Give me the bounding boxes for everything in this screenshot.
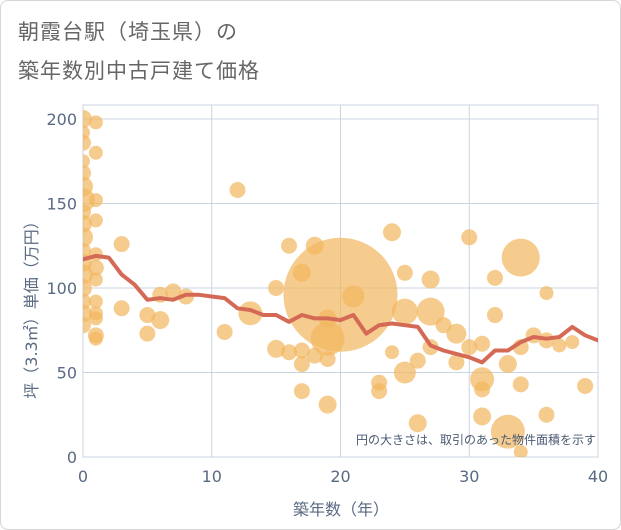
data-bubble — [83, 293, 91, 310]
data-bubble — [409, 352, 426, 369]
data-bubble — [487, 307, 503, 324]
chart-title-line-2: 築年数別中古戸建て価格 — [18, 59, 260, 83]
data-bubble — [421, 270, 440, 289]
bubble-layer — [83, 110, 594, 457]
data-bubble — [473, 407, 492, 426]
y-tick-label-150: 150 — [46, 195, 77, 214]
axes-layer: 0 10 20 30 40 0 50 100 150 200 — [46, 110, 608, 486]
data-bubble — [416, 297, 445, 326]
data-bubble — [474, 335, 491, 352]
x-axis-label: 築年数（年） — [293, 500, 389, 519]
data-bubble — [393, 361, 416, 384]
data-bubble — [83, 176, 93, 197]
data-bubble — [435, 317, 452, 334]
data-bubble — [87, 259, 104, 276]
data-bubble — [88, 311, 103, 326]
data-bubble — [371, 383, 388, 400]
data-bubble — [383, 223, 401, 242]
data-bubble — [487, 269, 503, 286]
data-bubble — [319, 350, 336, 367]
data-bubble — [293, 356, 310, 373]
data-bubble — [83, 317, 91, 334]
data-bubble — [151, 311, 170, 330]
data-bubble — [513, 444, 528, 457]
data-bubble — [88, 193, 103, 208]
data-bubble — [306, 347, 323, 364]
data-bubble — [267, 339, 286, 358]
y-tick-label-0: 0 — [67, 448, 77, 467]
y-tick-label-50: 50 — [57, 364, 77, 383]
data-bubble — [88, 272, 103, 287]
data-bubble — [474, 381, 491, 398]
bubble-size-note: 円の大きさは、取引のあった物件面積を示す — [356, 432, 596, 447]
data-bubble — [88, 213, 103, 228]
x-tick-label-40: 40 — [588, 467, 608, 486]
data-bubble — [139, 307, 156, 324]
data-bubble — [83, 165, 91, 182]
x-tick-label-0: 0 — [78, 467, 88, 486]
data-bubble — [165, 283, 182, 300]
data-bubble — [408, 414, 427, 433]
data-bubble — [83, 125, 90, 140]
trend-line-layer — [83, 253, 598, 365]
chart-title-line-1: 朝霞台駅（埼玉県）の — [18, 20, 238, 44]
data-bubble — [283, 237, 398, 352]
data-bubble — [538, 406, 555, 423]
data-bubble — [318, 395, 337, 414]
y-tick-label-100: 100 — [46, 279, 77, 298]
data-bubble — [281, 237, 297, 254]
data-bubble — [139, 325, 156, 342]
data-bubble — [461, 229, 478, 246]
data-bubble — [83, 154, 90, 169]
data-bubble — [281, 344, 297, 361]
data-bubble — [498, 355, 517, 374]
data-bubble — [88, 115, 103, 130]
data-bubble — [113, 236, 130, 253]
data-bubble — [490, 414, 525, 449]
data-bubble — [565, 335, 580, 350]
data-bubble — [88, 294, 103, 309]
data-bubble — [229, 181, 246, 198]
data-bubble — [83, 203, 91, 220]
data-bubble — [512, 376, 529, 393]
x-tick-label-30: 30 — [459, 467, 479, 486]
data-bubble — [293, 383, 310, 400]
data-bubble — [539, 286, 554, 301]
data-bubble — [292, 263, 311, 282]
data-bubble — [448, 354, 465, 371]
data-bubble — [113, 300, 130, 317]
data-bubble — [88, 145, 103, 160]
data-bubble — [342, 285, 365, 308]
data-bubble — [501, 238, 540, 277]
data-bubble — [268, 280, 285, 296]
data-bubble — [83, 279, 92, 297]
x-tick-label-10: 10 — [202, 467, 222, 486]
data-bubble — [396, 264, 413, 281]
data-bubble — [391, 298, 418, 325]
data-bubble — [216, 323, 233, 340]
data-bubble — [552, 338, 567, 353]
data-bubble — [310, 321, 345, 356]
data-bubble — [305, 236, 324, 255]
average-price-line — [83, 253, 598, 365]
data-bubble — [88, 331, 103, 346]
y-tick-label-200: 200 — [46, 110, 77, 129]
data-bubble — [385, 345, 399, 360]
data-bubble — [461, 339, 478, 356]
data-bubble — [577, 378, 594, 395]
y-axis-label: 坪（3.3㎡）単価（万円） — [22, 213, 41, 398]
data-bubble — [293, 342, 310, 359]
data-bubble — [446, 323, 467, 344]
x-tick-label-20: 20 — [330, 467, 350, 486]
